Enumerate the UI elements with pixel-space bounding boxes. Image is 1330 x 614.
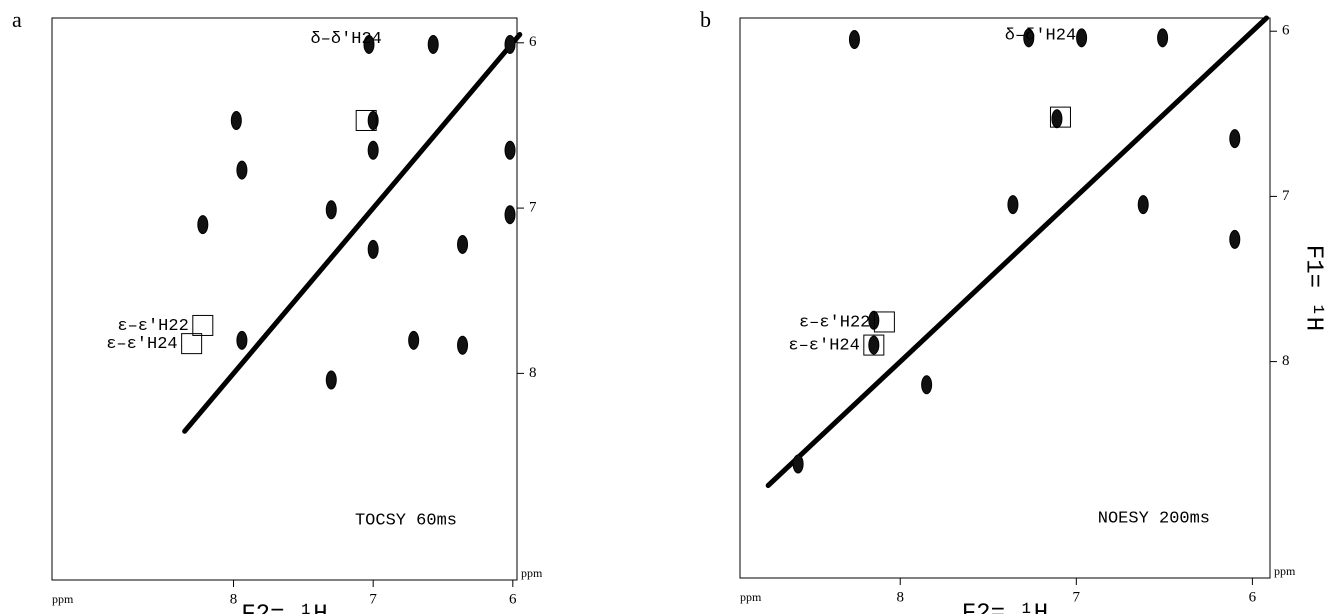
peak — [457, 335, 469, 355]
peak — [868, 310, 880, 330]
peak — [1076, 28, 1088, 48]
annotation-box — [863, 334, 885, 356]
y-tick-label: 7 — [1282, 188, 1290, 204]
x-tick-label: 8 — [230, 591, 238, 607]
annotation-box — [1049, 106, 1071, 128]
peak — [367, 239, 379, 259]
peak — [325, 200, 337, 220]
panel-label: a — [12, 7, 22, 32]
x-axis-label: F2= ¹H — [241, 601, 327, 614]
annotation-box — [355, 109, 377, 131]
peak — [230, 110, 242, 130]
annotation: ε–ε′H24 — [788, 337, 859, 356]
panel-note: NOESY 200ms — [1098, 509, 1210, 528]
peak — [1137, 195, 1149, 215]
diagonal — [765, 15, 1269, 488]
y-tick-label: 7 — [529, 200, 537, 216]
peak — [1007, 195, 1019, 215]
peak — [921, 375, 933, 395]
y-axis-label: F1= ¹H — [1300, 245, 1327, 331]
peak — [408, 330, 420, 350]
peak — [325, 370, 337, 390]
peak — [1229, 129, 1241, 149]
x-tick-label: 7 — [1073, 589, 1081, 605]
peak — [504, 34, 516, 54]
peak — [504, 140, 516, 160]
x-unit: ppm — [52, 592, 74, 606]
panel-label: b — [700, 7, 711, 32]
x-tick-label: 6 — [1249, 589, 1257, 605]
peak — [197, 215, 209, 235]
peak — [792, 454, 804, 474]
x-axis-label: F2= ¹H — [962, 600, 1048, 614]
annotation: ε–ε′H22 — [799, 313, 870, 332]
x-tick-label: 6 — [509, 591, 517, 607]
panel-note: TOCSY 60ms — [355, 511, 457, 530]
peak — [1051, 109, 1063, 129]
peak — [236, 160, 248, 180]
y-tick-label: 8 — [1282, 353, 1290, 369]
x-tick-label: 8 — [896, 589, 904, 605]
diagonal — [182, 32, 523, 434]
y-unit: ppm — [1274, 564, 1296, 578]
peak — [504, 205, 516, 225]
y-unit: ppm — [521, 566, 543, 580]
peak — [1023, 28, 1035, 48]
annotation: δ–δ′H24 — [1005, 27, 1076, 46]
y-tick-label: 6 — [1282, 23, 1290, 39]
peak — [1157, 28, 1169, 48]
annotation: ε–ε′H22 — [117, 317, 188, 336]
annotation: δ–δ′H24 — [310, 30, 381, 49]
peak — [848, 29, 860, 49]
annotation-box — [873, 311, 895, 333]
annotation: ε–ε′H24 — [106, 335, 177, 354]
peak — [427, 34, 439, 54]
annotation-box — [192, 314, 214, 336]
x-tick-label: 7 — [369, 591, 377, 607]
y-tick-label: 8 — [529, 365, 537, 381]
peak — [1229, 229, 1241, 249]
plot-frame — [51, 17, 518, 581]
x-unit: ppm — [740, 590, 762, 604]
peak — [457, 234, 469, 254]
peak — [367, 140, 379, 160]
annotation-box — [181, 333, 203, 355]
y-tick-label: 6 — [529, 34, 537, 50]
peak — [236, 330, 248, 350]
plot-frame — [739, 17, 1271, 579]
peak — [868, 335, 880, 355]
peak — [363, 34, 375, 54]
peak — [367, 110, 379, 130]
